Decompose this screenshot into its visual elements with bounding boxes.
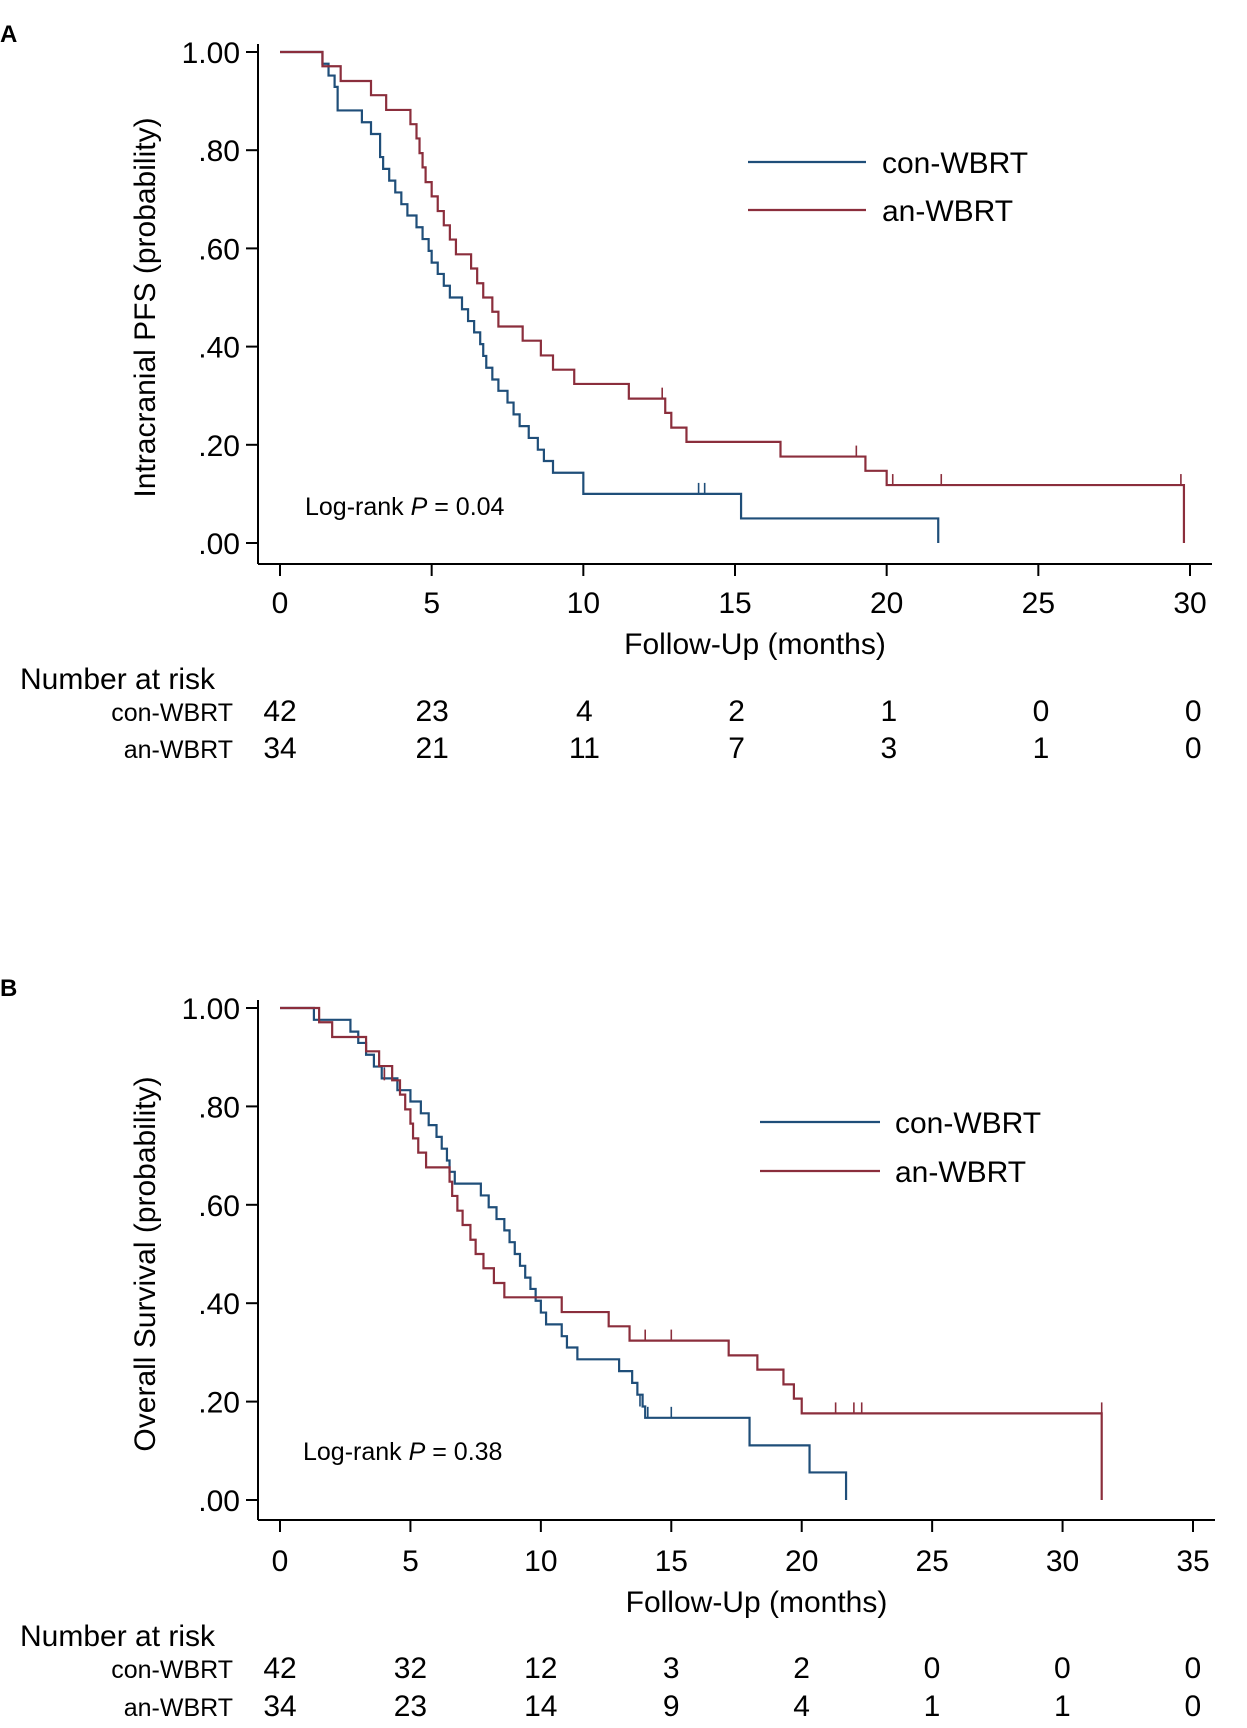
survival-curve-an-wbrt	[280, 1006, 1103, 1500]
x-tick-label: 10	[524, 1545, 557, 1578]
risk-count: 32	[394, 1652, 427, 1685]
y-axis-title: Intracranial PFS (probability)	[129, 117, 162, 497]
risk-count: 11	[569, 732, 600, 765]
log-rank-prefix: Log-rank	[303, 1438, 409, 1466]
x-tick-label: 5	[402, 1545, 419, 1578]
p-symbol: P	[409, 1438, 426, 1466]
p-value: = 0.38	[425, 1438, 502, 1466]
risk-count: 34	[263, 1690, 296, 1723]
x-tick-label: 30	[1046, 1545, 1079, 1578]
p-symbol: P	[411, 493, 428, 521]
risk-count: 0	[1185, 695, 1202, 728]
y-tick-label: .40	[198, 332, 240, 365]
y-axis-title: Overall Survival (probability)	[129, 1076, 162, 1451]
x-tick-label: 15	[655, 1545, 688, 1578]
panel-a: A.00.20.40.60.801.000 5 10 15 20 25 30Follow-U…	[0, 21, 1212, 765]
risk-group-label: an-WBRT	[124, 1694, 233, 1722]
legend-label: con-WBRT	[895, 1107, 1041, 1140]
risk-count: 14	[524, 1690, 557, 1723]
y-tick-label: 1.00	[182, 993, 240, 1026]
risk-count: 2	[793, 1652, 810, 1685]
log-rank-prefix: Log-rank	[305, 493, 411, 521]
risk-count: 1	[924, 1690, 941, 1723]
x-tick-label: 30	[1173, 587, 1206, 620]
risk-count: 12	[524, 1652, 557, 1685]
risk-count: 4	[576, 695, 593, 728]
x-tick-label: 0	[272, 1545, 289, 1578]
risk-group-label: an-WBRT	[124, 736, 233, 764]
x-tick-label: 15	[718, 587, 751, 620]
panel-label: A	[0, 21, 17, 48]
x-axis-title: Follow-Up (months)	[624, 628, 886, 661]
y-tick-label: .20	[198, 1387, 240, 1420]
x-tick-label: 35	[1176, 1545, 1209, 1578]
survival-curve-con-wbrt	[280, 50, 940, 543]
panel-b: B.00.20.40.60.801.000 5 10 15 20 25 30 35Follow…	[0, 975, 1215, 1723]
x-tick-label: 25	[915, 1545, 948, 1578]
risk-count: 0	[1033, 695, 1050, 728]
survival-curve-con-wbrt	[280, 1006, 848, 1500]
x-tick-label: 0	[272, 587, 289, 620]
log-rank-annotation: Log-rank P = 0.04	[305, 493, 505, 521]
y-tick-label: .00	[198, 1485, 240, 1518]
y-tick-label: .60	[198, 233, 240, 266]
legend-label: an-WBRT	[882, 195, 1013, 228]
legend-label: con-WBRT	[882, 147, 1028, 180]
risk-count: 0	[1054, 1652, 1071, 1685]
y-tick-label: .60	[198, 1190, 240, 1223]
risk-count: 0	[1184, 1690, 1201, 1723]
log-rank-annotation: Log-rank P = 0.38	[303, 1438, 502, 1466]
risk-count: 23	[416, 695, 449, 728]
risk-count: 7	[728, 732, 745, 765]
x-tick-label: 5	[423, 587, 440, 620]
risk-count: 0	[1185, 732, 1202, 765]
risk-count: 2	[728, 695, 745, 728]
y-tick-label: .20	[198, 430, 240, 463]
risk-count: 21	[416, 732, 449, 765]
x-axis-title: Follow-Up (months)	[626, 1586, 888, 1619]
p-value: = 0.04	[427, 493, 504, 521]
risk-count: 34	[263, 732, 296, 765]
risk-table-title: Number at risk	[20, 663, 216, 696]
risk-group-label: con-WBRT	[111, 1656, 233, 1684]
risk-count: 1	[1054, 1690, 1071, 1723]
y-tick-label: .80	[198, 135, 240, 168]
risk-count: 0	[924, 1652, 941, 1685]
x-tick-label: 10	[567, 587, 600, 620]
risk-count: 3	[663, 1652, 680, 1685]
risk-group-label: con-WBRT	[111, 699, 233, 727]
risk-table-title: Number at risk	[20, 1620, 216, 1653]
y-tick-label: 1.00	[182, 37, 240, 70]
panel-label: B	[0, 975, 17, 1002]
risk-count: 4	[793, 1690, 810, 1723]
risk-count: 42	[263, 695, 296, 728]
y-tick-label: .80	[198, 1091, 240, 1124]
risk-count: 1	[1033, 732, 1050, 765]
x-tick-label: 20	[870, 587, 903, 620]
risk-count: 23	[394, 1690, 427, 1723]
survival-curve-an-wbrt	[280, 50, 1186, 543]
x-tick-label: 20	[785, 1545, 818, 1578]
risk-count: 9	[663, 1690, 680, 1723]
risk-count: 1	[880, 695, 897, 728]
y-tick-label: .40	[198, 1288, 240, 1321]
y-tick-label: .00	[198, 528, 240, 561]
risk-count: 0	[1184, 1652, 1201, 1685]
x-tick-label: 25	[1022, 587, 1055, 620]
risk-count: 3	[880, 732, 897, 765]
legend-label: an-WBRT	[895, 1156, 1026, 1189]
risk-count: 42	[263, 1652, 296, 1685]
